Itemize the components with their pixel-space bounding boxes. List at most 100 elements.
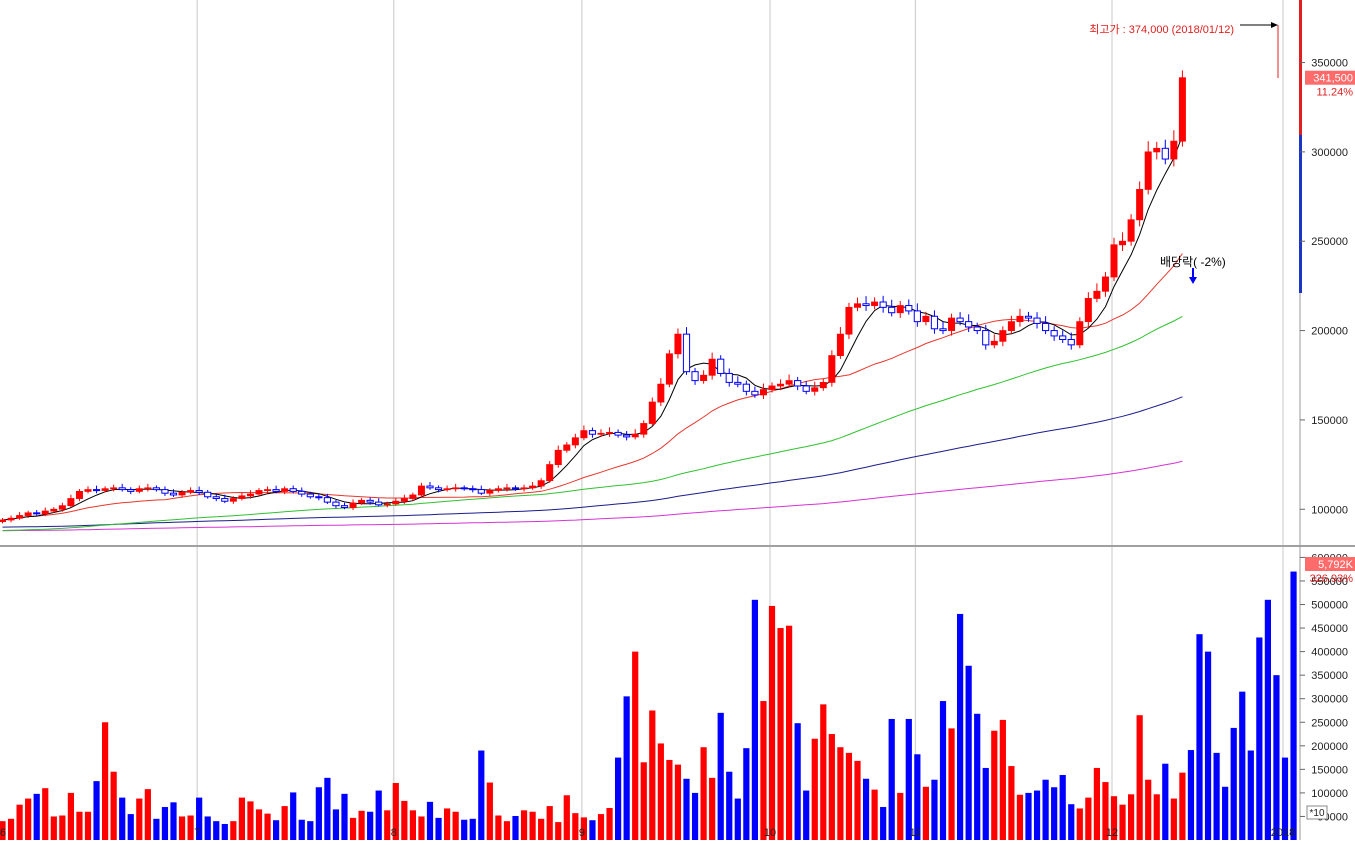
volume-bar: [478, 750, 485, 840]
current-volume-label: 5,792K: [1318, 559, 1354, 571]
candle: [1127, 214, 1135, 246]
candle: [648, 397, 656, 427]
candle-body-up: [16, 515, 24, 519]
candle: [195, 486, 203, 496]
candle: [597, 429, 605, 437]
candle: [785, 374, 793, 388]
volume-bar: [666, 759, 673, 840]
candle-body-down: [204, 491, 212, 498]
candle: [511, 485, 520, 491]
candle-body-up: [1153, 147, 1161, 153]
candle-body-up: [1084, 298, 1092, 323]
volume-bar: [170, 802, 177, 840]
candle-body-up: [1127, 219, 1135, 242]
candle-body-up: [110, 487, 118, 490]
volume-bar: [1239, 691, 1246, 840]
candle: [606, 427, 614, 437]
candle-body-up: [520, 487, 528, 490]
volume-bar: [580, 817, 587, 840]
candle-body-up: [281, 488, 289, 492]
candle-body-down: [323, 497, 331, 503]
volume-bar: [230, 821, 237, 840]
candle: [443, 485, 451, 492]
candle-body-up: [1093, 290, 1101, 299]
candle: [366, 497, 374, 505]
volume-tick-label: 350000: [1311, 670, 1348, 682]
candle: [1101, 272, 1109, 297]
candle-body-down: [614, 431, 622, 436]
candle-body-up: [1110, 244, 1118, 278]
price-tick-label: 200000: [1311, 326, 1348, 338]
volume-bar: [546, 806, 553, 840]
candle: [135, 485, 143, 494]
candle: [965, 314, 973, 333]
candle: [452, 483, 460, 492]
volume-bar: [777, 628, 784, 840]
current-change-label: 11.24%: [1317, 87, 1354, 99]
candle: [751, 386, 759, 398]
candle-body-up: [811, 387, 819, 392]
candle: [101, 486, 109, 493]
volume-bar: [1102, 782, 1109, 840]
candle: [742, 380, 750, 396]
candle-body-up: [409, 494, 417, 499]
volume-bar: [615, 757, 622, 840]
volume-bar: [247, 801, 254, 840]
volume-bar: [914, 754, 921, 840]
candle-body-up: [871, 301, 879, 306]
volume-bar: [786, 625, 793, 840]
current-volume-box: [1305, 557, 1355, 571]
candle-body-up: [777, 383, 785, 387]
volume-bar: [332, 809, 340, 840]
candle: [161, 486, 169, 496]
candle: [41, 507, 49, 517]
candle: [84, 486, 92, 494]
volume-bar: [820, 704, 827, 840]
candle-body-up: [383, 503, 391, 506]
volume-tick-label: 400000: [1311, 647, 1348, 659]
volume-bar: [153, 818, 160, 840]
volume-bar: [1051, 787, 1058, 840]
price-tick-label: 150000: [1311, 415, 1348, 427]
volume-bar: [1230, 727, 1237, 840]
volume-bar: [281, 806, 288, 840]
volume-bar: [1179, 772, 1186, 840]
candle: [982, 324, 990, 350]
volume-bar: [503, 821, 511, 840]
candle-body-down: [717, 358, 725, 374]
volume-bar: [1076, 808, 1083, 840]
candle: [264, 486, 272, 494]
candle: [811, 381, 819, 396]
candle-body-up: [537, 480, 545, 487]
candle-body-up: [999, 330, 1007, 342]
volume-bar: [597, 814, 605, 840]
volume-bar: [1085, 797, 1092, 840]
candle: [768, 382, 776, 393]
candle-body-down: [734, 381, 742, 385]
volume-bar: [196, 797, 203, 840]
candle: [708, 352, 716, 380]
candle: [460, 485, 468, 491]
candle-body-down: [152, 487, 161, 491]
candle-body-down: [469, 488, 477, 491]
volume-bar: [238, 797, 245, 840]
candle: [888, 299, 896, 317]
candle-body-down: [794, 380, 802, 387]
candle: [229, 496, 237, 504]
candle-body-up: [24, 512, 32, 516]
candle-body-down: [888, 306, 896, 314]
candle-body-up: [759, 389, 767, 396]
candle: [118, 483, 126, 492]
volume-bar: [897, 792, 904, 840]
candle-body-up: [606, 432, 614, 434]
volume-bar: [1059, 775, 1066, 840]
candle-body-up: [580, 430, 588, 439]
candle-body-up: [665, 353, 673, 385]
candle: [212, 493, 220, 502]
candle: [939, 321, 947, 335]
unit-box: [1306, 805, 1328, 820]
volume-bar: [1256, 637, 1263, 840]
candle-body-up: [990, 340, 998, 346]
volume-bar: [1068, 804, 1075, 840]
volume-bar: [1033, 790, 1041, 840]
